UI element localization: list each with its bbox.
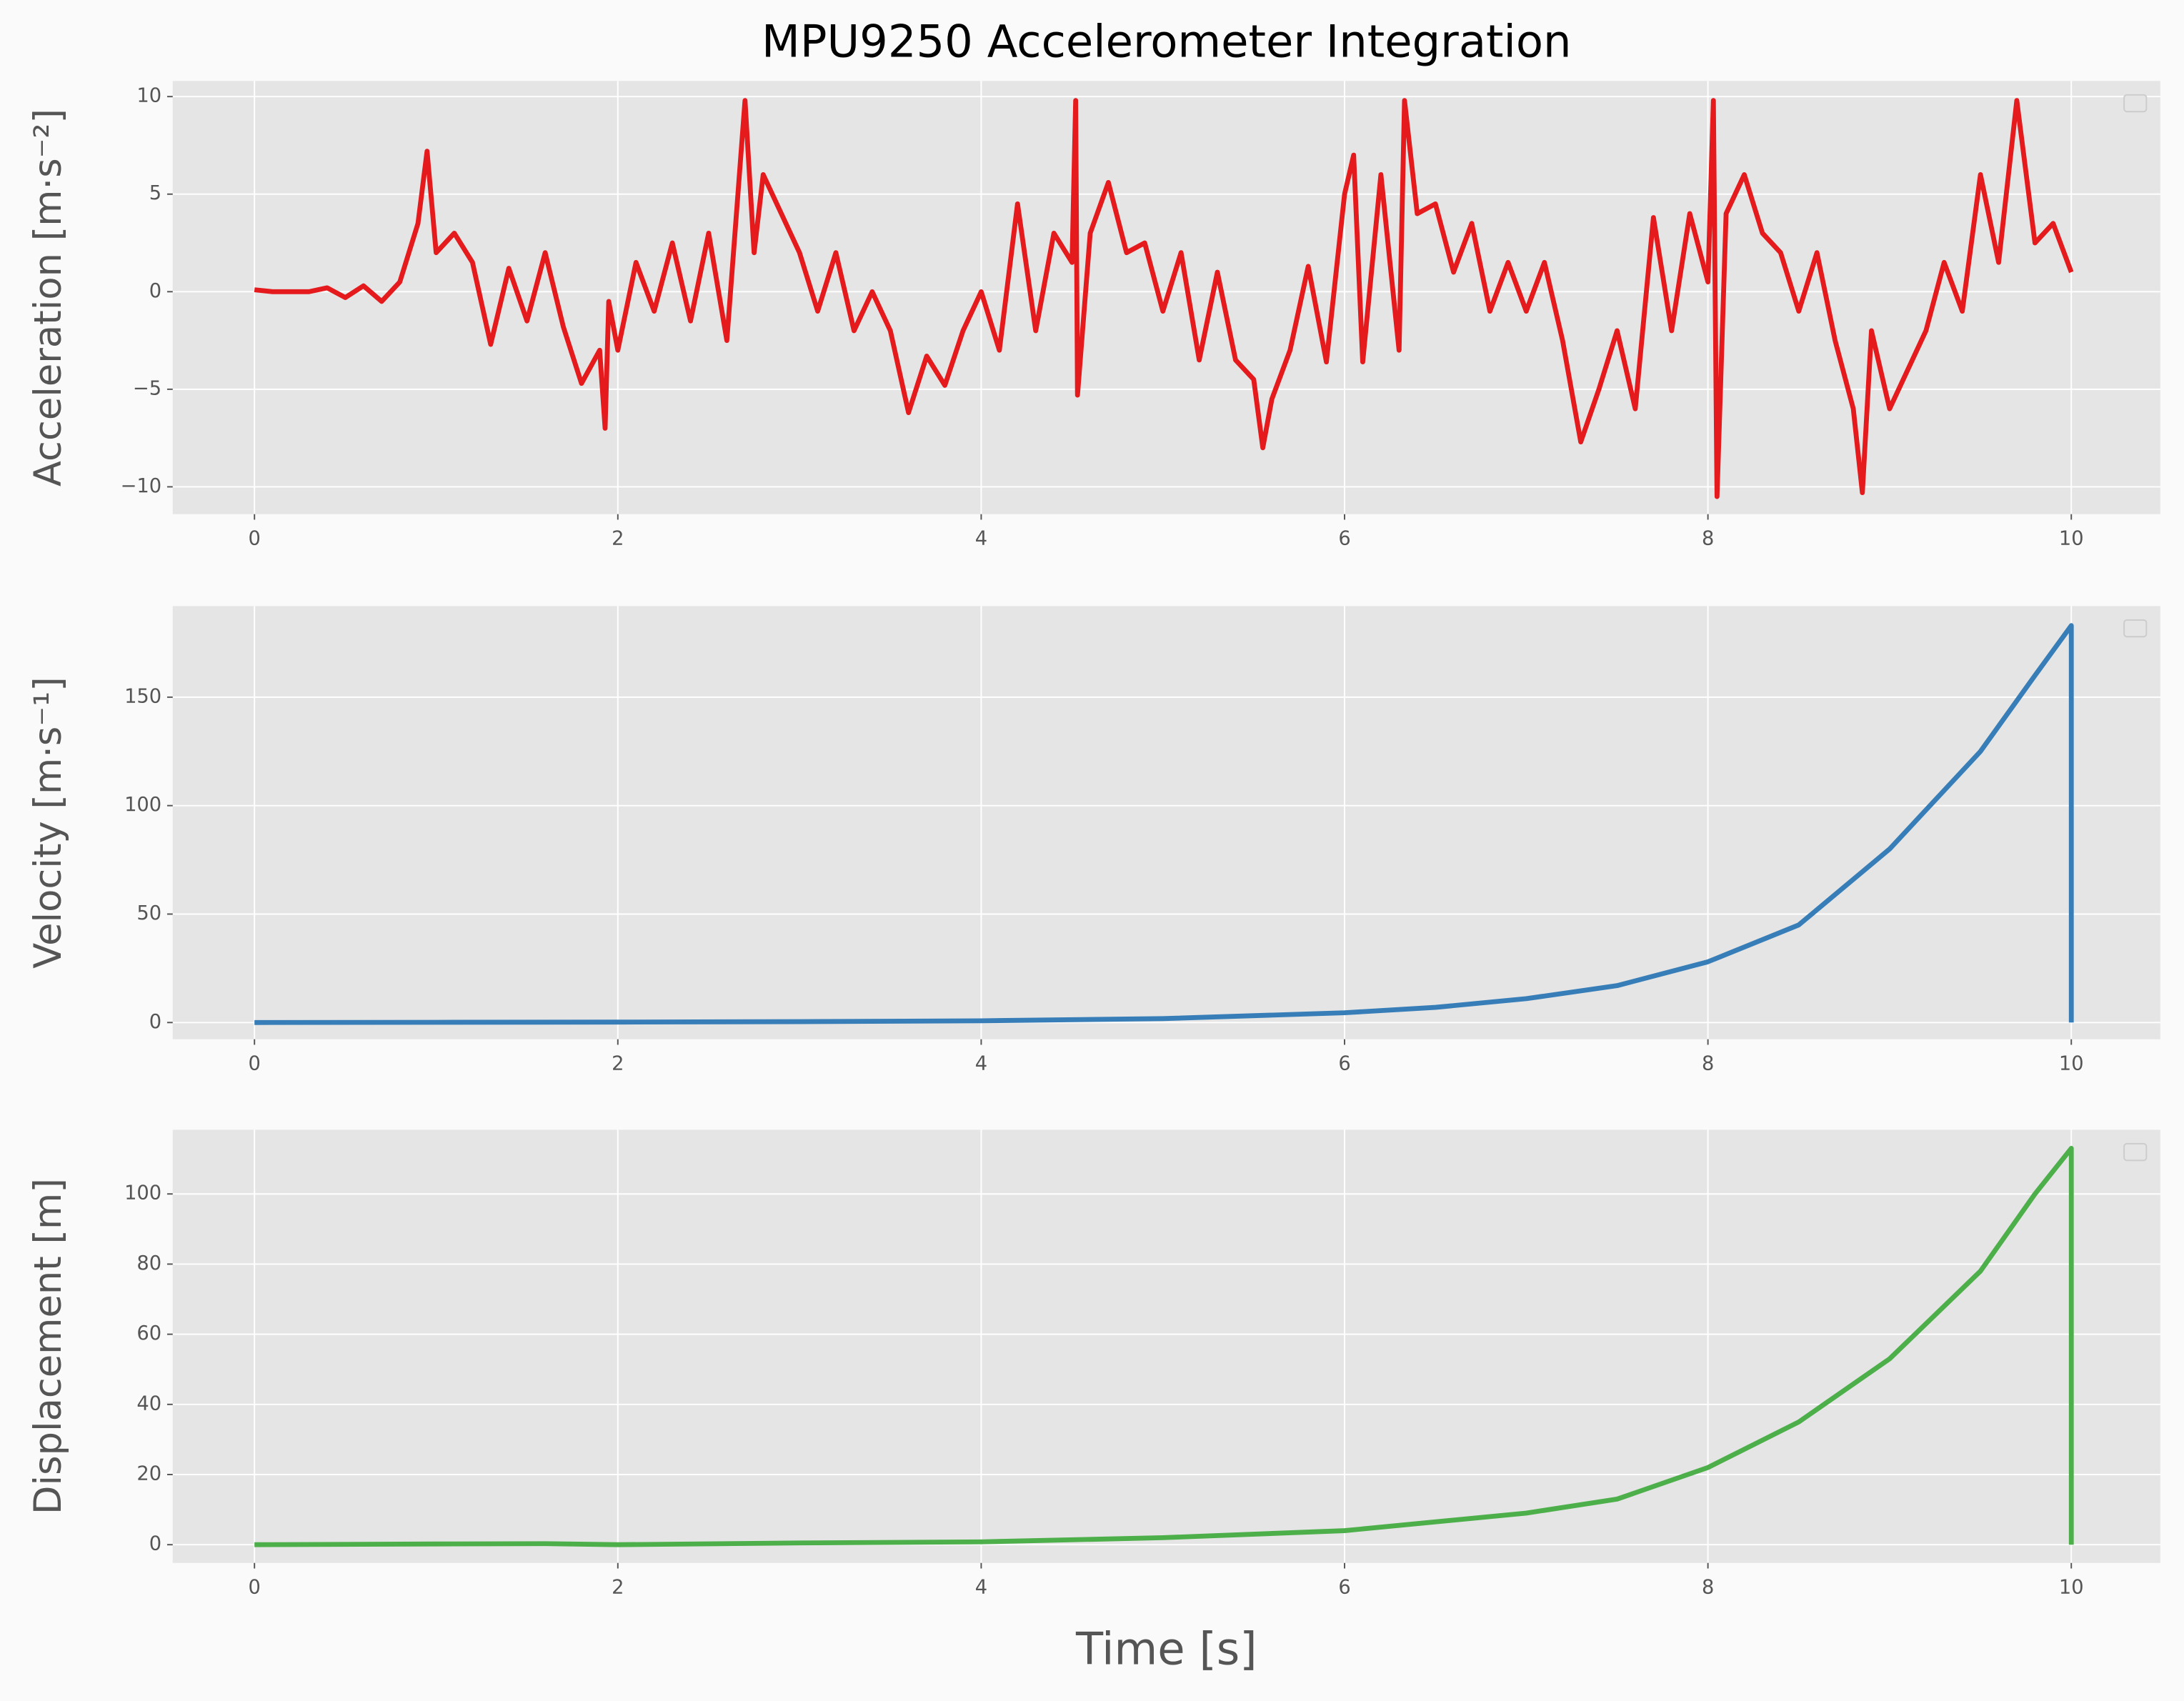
x-tick-label: 2: [612, 1052, 624, 1074]
x-tick-label: 6: [1338, 1576, 1350, 1598]
y-tick-label: 5: [149, 182, 161, 204]
y-tick-label: 100: [124, 1182, 161, 1204]
y-axis-label: Displacement [m]: [26, 1178, 70, 1515]
x-tick-label: 0: [249, 527, 261, 549]
chart-title: MPU9250 Accelerometer Integration: [762, 16, 1571, 68]
x-tick-label: 6: [1338, 1052, 1350, 1074]
x-tick-label: 8: [1702, 1052, 1714, 1074]
data-line: [254, 98, 2074, 499]
y-tick-label: 0: [149, 1533, 161, 1555]
plot-area: [172, 606, 2160, 1039]
x-tick-label: 0: [249, 1052, 261, 1074]
y-tick-label: −10: [121, 475, 162, 497]
x-tick-label: 8: [1702, 1576, 1714, 1598]
x-tick-label: 2: [612, 1576, 624, 1598]
y-tick-label: 100: [124, 794, 161, 816]
plot-area: [172, 1129, 2160, 1563]
y-axis-label: Velocity [m·s⁻¹]: [26, 677, 70, 969]
y-tick-label: 20: [136, 1463, 161, 1485]
legend-box: [2123, 619, 2148, 638]
y-tick-label: 80: [136, 1252, 161, 1274]
x-tick-label: 10: [2059, 527, 2084, 549]
y-tick-label: 60: [136, 1322, 161, 1345]
data-line: [254, 1146, 2074, 1547]
y-tick-label: 10: [136, 85, 161, 107]
y-tick-label: 50: [136, 902, 161, 924]
legend-box: [2123, 94, 2148, 113]
y-axis-label: Acceleration [m·s⁻²]: [26, 109, 70, 487]
x-tick-label: 4: [975, 1052, 987, 1074]
x-tick-label: 4: [975, 527, 987, 549]
x-tick-label: 2: [612, 527, 624, 549]
x-tick-label: 6: [1338, 527, 1350, 549]
x-tick-label: 0: [249, 1576, 261, 1598]
y-tick-label: −5: [133, 377, 161, 399]
x-tick-label: 10: [2059, 1576, 2084, 1598]
y-tick-label: 0: [149, 1011, 161, 1033]
data-line: [254, 623, 2074, 1025]
x-tick-label: 8: [1702, 527, 1714, 549]
y-tick-label: 150: [124, 685, 161, 707]
x-tick-label: 4: [975, 1576, 987, 1598]
x-tick-label: 10: [2059, 1052, 2084, 1074]
y-tick-label: 40: [136, 1392, 161, 1415]
x-axis-label: Time [s]: [1075, 1623, 1257, 1675]
y-tick-label: 0: [149, 280, 161, 302]
legend-box: [2123, 1142, 2148, 1162]
